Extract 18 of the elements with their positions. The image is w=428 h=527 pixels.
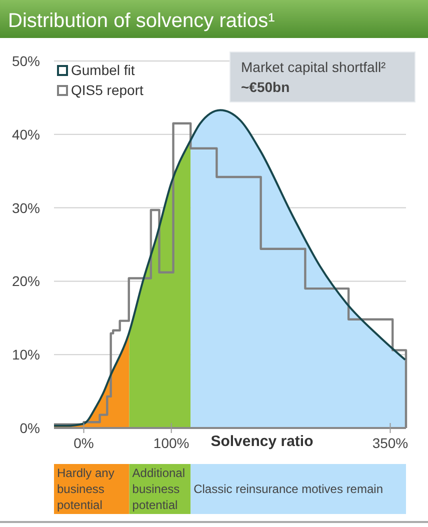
x-axis-title: Solvency ratio — [210, 433, 314, 450]
y-tick-label: 40% — [12, 126, 40, 142]
y-tick-label: 10% — [12, 346, 40, 363]
x-tick-label: 100% — [153, 435, 190, 451]
band-label: Additional business potential — [132, 466, 186, 512]
legend-label: Gumbel fit — [71, 62, 135, 78]
band-label: Classic reinsurance motives remain — [194, 482, 384, 496]
y-tick-label: 30% — [12, 200, 40, 216]
annotation: ~€50bn — [241, 79, 290, 95]
annotation: Market capital shortfall² — [241, 59, 386, 75]
chart-title: Distribution of solvency ratios¹ — [8, 10, 276, 32]
legend-label: QIS5 report — [71, 82, 144, 98]
x-tick-label: 350% — [372, 435, 408, 451]
y-tick-label: 20% — [12, 273, 40, 290]
y-tick-label: 0% — [20, 420, 40, 436]
band-label: Hardly any business potential — [57, 466, 114, 512]
y-tick-label: 50% — [12, 53, 40, 69]
x-tick-label: 0% — [74, 435, 94, 451]
